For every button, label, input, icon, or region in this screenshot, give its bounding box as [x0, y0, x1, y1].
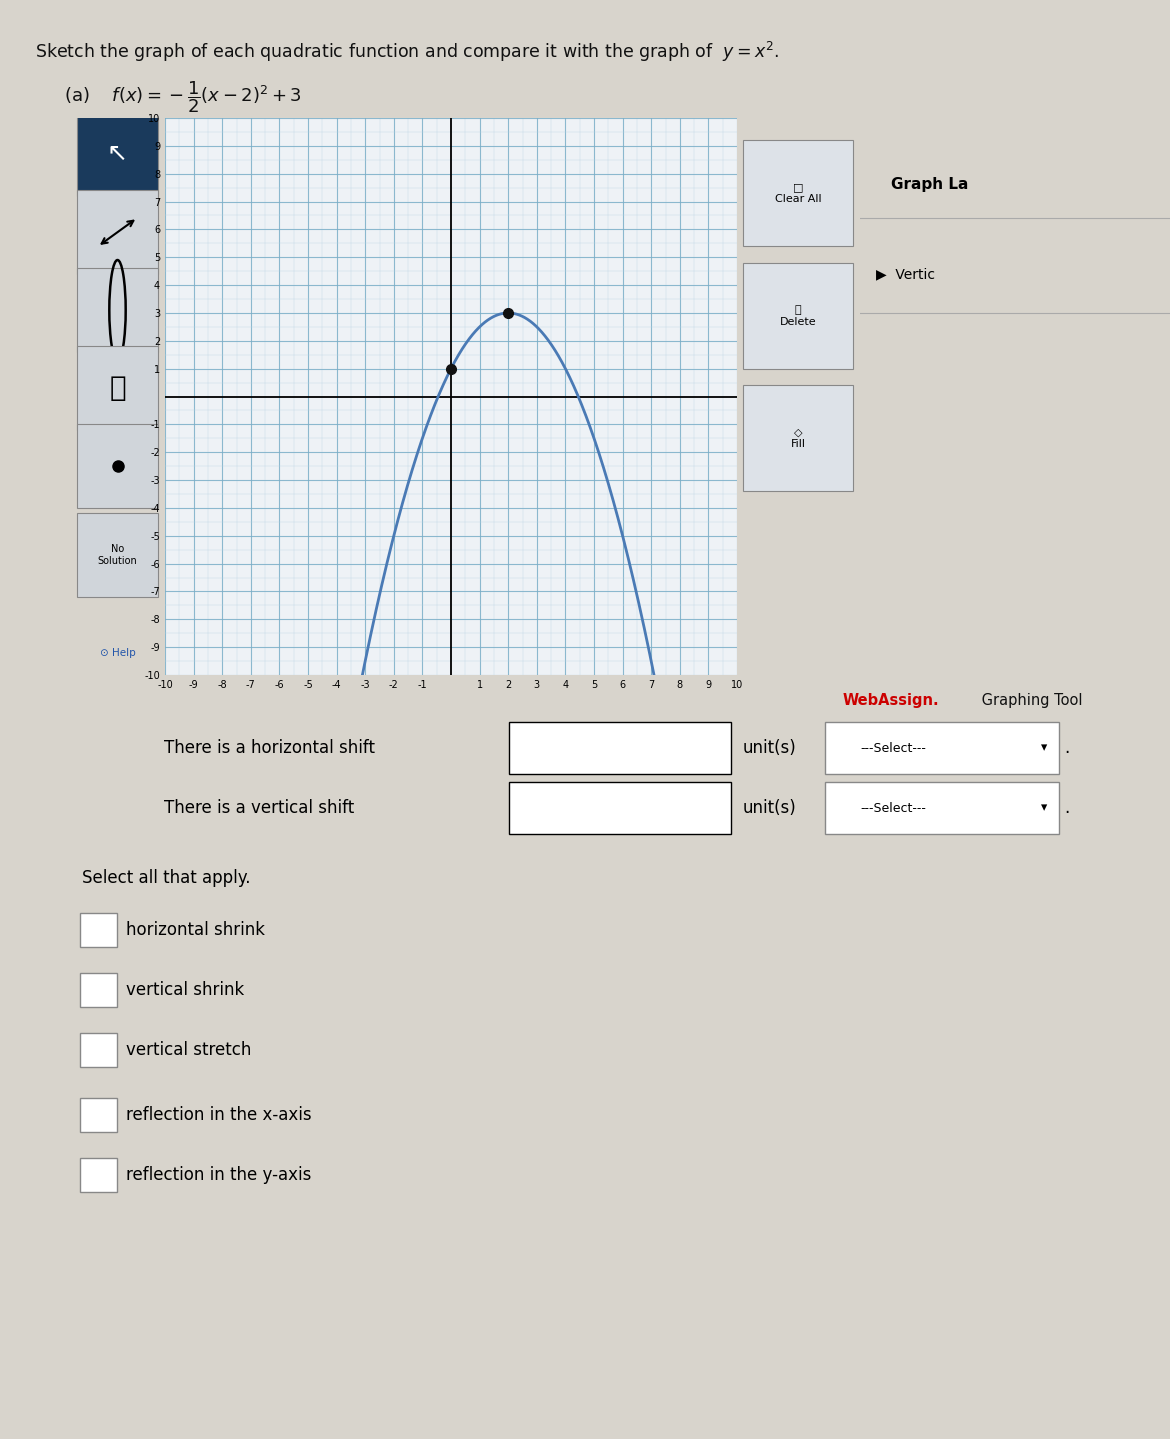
Text: ▾: ▾ [1041, 802, 1047, 814]
Text: Graphing Tool: Graphing Tool [977, 692, 1082, 708]
Text: .: . [1065, 740, 1069, 757]
FancyBboxPatch shape [743, 263, 853, 368]
Text: There is a horizontal shift: There is a horizontal shift [164, 740, 374, 757]
Text: ⌣: ⌣ [109, 374, 126, 401]
Text: reflection in the y-axis: reflection in the y-axis [126, 1166, 311, 1184]
Text: (a)    $f(x) = -\dfrac{1}{2}(x-2)^2 + 3$: (a) $f(x) = -\dfrac{1}{2}(x-2)^2 + 3$ [64, 79, 302, 115]
Text: reflection in the x-axis: reflection in the x-axis [126, 1107, 312, 1124]
FancyBboxPatch shape [80, 1033, 117, 1068]
FancyBboxPatch shape [509, 722, 731, 774]
Text: .: . [1065, 799, 1069, 817]
Text: ⊙ Help: ⊙ Help [99, 648, 136, 658]
FancyBboxPatch shape [509, 783, 731, 835]
FancyBboxPatch shape [76, 269, 158, 353]
FancyBboxPatch shape [80, 1098, 117, 1132]
Text: ◇
Fill: ◇ Fill [791, 427, 805, 449]
Text: unit(s): unit(s) [743, 799, 797, 817]
Text: □
Clear All: □ Clear All [775, 183, 821, 204]
Text: Graph La: Graph La [892, 177, 969, 193]
FancyBboxPatch shape [743, 386, 853, 491]
FancyBboxPatch shape [743, 140, 853, 246]
FancyBboxPatch shape [825, 722, 1059, 774]
FancyBboxPatch shape [80, 912, 117, 947]
FancyBboxPatch shape [80, 973, 117, 1007]
Text: ---Select---: ---Select--- [860, 802, 925, 814]
Text: vertical stretch: vertical stretch [126, 1040, 252, 1059]
FancyBboxPatch shape [80, 1158, 117, 1193]
Text: No
Solution: No Solution [97, 544, 137, 566]
FancyBboxPatch shape [76, 112, 158, 196]
Text: WebAssign.: WebAssign. [842, 692, 940, 708]
Text: unit(s): unit(s) [743, 740, 797, 757]
Text: ▾: ▾ [1041, 741, 1047, 754]
Text: ---Select---: ---Select--- [860, 741, 925, 754]
Text: vertical shrink: vertical shrink [126, 981, 245, 999]
Text: Sketch the graph of each quadratic function and compare it with the graph of  $y: Sketch the graph of each quadratic funct… [35, 40, 779, 65]
FancyBboxPatch shape [825, 783, 1059, 835]
Text: 🗑
Delete: 🗑 Delete [779, 305, 817, 327]
FancyBboxPatch shape [76, 425, 158, 508]
FancyBboxPatch shape [76, 347, 158, 430]
Text: horizontal shrink: horizontal shrink [126, 921, 266, 940]
FancyBboxPatch shape [76, 514, 158, 597]
Text: ↖: ↖ [106, 142, 128, 167]
Text: Select all that apply.: Select all that apply. [82, 869, 250, 886]
Text: There is a vertical shift: There is a vertical shift [164, 799, 355, 817]
Text: ▶  Vertic: ▶ Vertic [875, 268, 935, 281]
FancyBboxPatch shape [76, 190, 158, 273]
